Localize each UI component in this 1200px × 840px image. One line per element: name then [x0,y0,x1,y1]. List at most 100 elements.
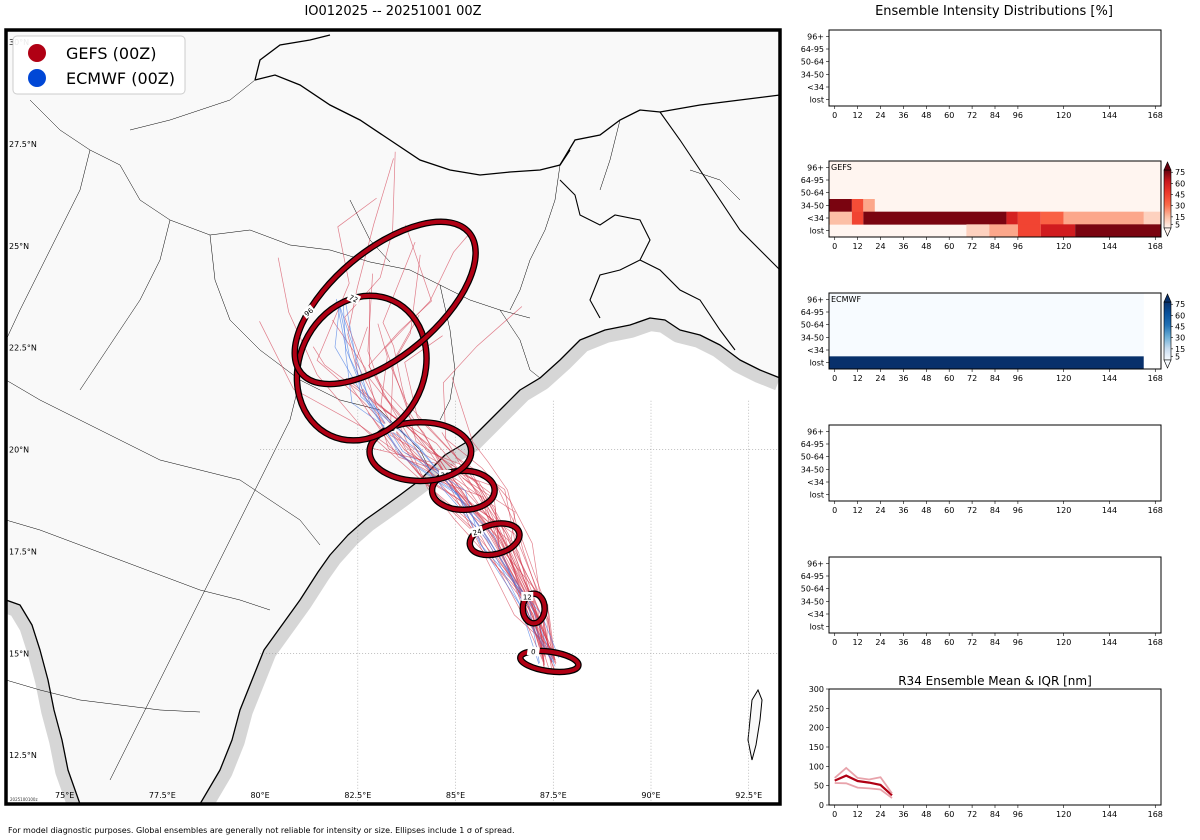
r34-y-tick-label: 100 [809,762,824,771]
y-tick-label: 50-64 [801,58,824,67]
ecmwf-track [338,301,560,659]
lon-tick-label: 87.5°E [540,791,567,800]
x-tick-label: 84 [990,506,1000,515]
x-tick-label: 36 [898,374,908,383]
panel-frame [828,556,1162,634]
heatmap-cell [966,224,990,238]
ellipse-label-bg [526,645,540,657]
x-tick-label: 36 [898,111,908,120]
gefs-track [438,477,555,659]
ellipse-label: 24 [472,527,483,537]
intensity-panels: 96+ 64-95 50-64 34-50 <34 lost 0 12 24 36 48 60 72 84… [801,29,1185,819]
y-tick-label: <34 [807,214,824,223]
x-tick-label: 168 [1148,374,1163,383]
x-tick-label: 120 [1056,506,1071,515]
x-tick-label: 60 [944,111,954,120]
lat-tick-label: 27.5°N [9,140,37,149]
y-tick-label: <34 [807,610,824,619]
ellipse-ring [367,420,474,483]
r34-x-tick-label: 24 [875,810,885,819]
x-tick-label: 84 [990,242,1000,251]
x-tick-label: 120 [1056,111,1071,120]
colorbar-tick-label: 60 [1175,179,1185,188]
ellipse-ring [518,648,581,674]
colorbar-tick-label: 15 [1175,213,1185,222]
colorbar-tick-label: 45 [1175,191,1185,200]
x-tick-label: 36 [898,506,908,515]
x-tick-label: 96 [1013,506,1023,515]
x-tick-label: 84 [990,638,1000,647]
ecmwf-track [334,304,556,667]
r34-q75-line [834,766,893,794]
x-tick-label: 48 [921,242,931,251]
y-tick-label: <34 [807,346,824,355]
x-tick-label: 24 [875,506,885,515]
r34-y-tick-label: 250 [809,704,824,713]
x-tick-label: 96 [1013,242,1023,251]
x-tick-label: 12 [853,374,863,383]
r34-x-tick-label: 0 [832,810,837,819]
ellipse-label-bg [300,304,316,319]
lat-tick-label: 22.5°N [9,344,37,353]
panel-model-label: ECMWF [831,295,861,304]
x-tick-label: 12 [853,111,863,120]
x-tick-label: 120 [1056,638,1071,647]
lat-tick-label: 17.5°N [9,547,37,556]
y-tick-label: 96+ [807,427,824,436]
y-tick-label: 96+ [807,295,824,304]
x-tick-label: 0 [832,242,837,251]
heatmap-cell [829,199,852,212]
y-tick-label: 50-64 [801,189,824,198]
heatmap-cell [1017,224,1041,238]
country-border-north [254,34,780,166]
r34-frame [828,688,1162,806]
y-tick-label: 34-50 [801,597,824,606]
colorbar-tick-label: 60 [1175,311,1185,320]
x-tick-label: 24 [875,242,885,251]
x-tick-label: 0 [832,111,837,120]
ecmwf-track [338,303,555,663]
y-tick-label: 64-95 [801,440,824,449]
x-tick-label: 120 [1056,374,1071,383]
map-gridlines [260,400,780,804]
map-frame [4,28,782,806]
y-tick-label: 96+ [807,32,824,41]
map-legend: GEFS (00Z) ECMWF (00Z) [12,35,186,95]
lon-tick-label: 85°E [446,791,465,800]
legend-gefs-marker [28,44,46,62]
gefs-intensity: 515 30 45 60 75 GEFS 96+ 64-95 50-64 34-50 <34 lost… [801,160,1185,251]
x-tick-label: 72 [967,242,977,251]
legend-ecmwf-label: ECMWF (00Z) [66,69,175,88]
r34-y-tick-label: 300 [809,685,824,694]
ecmwf-track [343,305,552,661]
x-tick-label: 12 [853,638,863,647]
heatmap-blank [1143,293,1161,369]
r34-x-tick-label: 36 [898,810,908,819]
ellipse-24h: 24 [466,520,523,559]
lon-tick-label: 75°E [55,791,74,800]
heatmap-cell [851,211,864,225]
y-tick-label: lost [810,359,824,368]
r34-x-tick-label: 168 [1148,810,1163,819]
y-tick-label: <34 [807,83,824,92]
x-tick-label: 72 [967,111,977,120]
colorbar [1163,301,1172,361]
x-tick-label: 48 [921,374,931,383]
r34-x-tick-label: 84 [990,810,1000,819]
y-tick-label: 50-64 [801,453,824,462]
heatmap-cell [1017,211,1041,225]
r34-y-tick-label: 0 [819,801,824,810]
x-tick-label: 48 [921,638,931,647]
y-tick-label: 64-95 [801,572,824,581]
y-tick-label: 34-50 [801,70,824,79]
gefs-track [347,158,554,657]
lat-tick-label: 12.5°N [9,751,37,760]
x-tick-label: 144 [1102,638,1117,647]
footer-note: For model diagnostic purposes. Global en… [8,826,515,835]
gefs-track [451,377,548,655]
ellipse-ring [292,219,478,387]
heatmap-cell [1063,211,1144,225]
heatmap-cell [1006,211,1018,225]
x-tick-label: 84 [990,374,1000,383]
y-tick-label: <34 [807,478,824,487]
